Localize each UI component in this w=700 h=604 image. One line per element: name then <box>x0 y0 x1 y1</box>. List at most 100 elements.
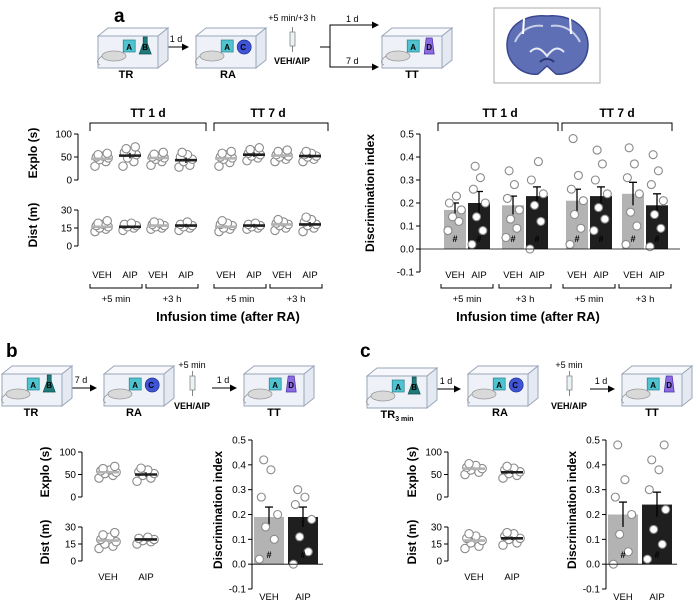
di-a-veh-point <box>505 214 516 224</box>
cage-tt-b-top <box>242 365 316 375</box>
tr-box-label-b: TR <box>24 407 39 419</box>
cage-tr-a-top <box>96 27 170 37</box>
cage-tt-a-top <box>380 27 454 37</box>
explo-axis-b-tick-label: 100 <box>59 448 76 459</box>
x-group-aip: AIP <box>504 572 519 583</box>
cage-tr-c-object-b <box>407 376 421 395</box>
cage-ra-a-object-a <box>220 39 234 53</box>
tt-box-label-b: TT <box>267 407 281 419</box>
x-group-veh: VEH <box>464 572 484 583</box>
x-group-veh: VEH <box>567 270 587 281</box>
explo-a-veh-point <box>102 148 113 159</box>
di-axis-title-a: Discrimination index <box>363 134 377 252</box>
di-a-veh-point <box>634 189 644 199</box>
di-c-veh-point <box>627 509 637 520</box>
cage-ra-a-object-c <box>236 39 252 55</box>
delay-1-label: 1 d <box>170 34 183 44</box>
cage-tt-a-mouse <box>385 50 411 62</box>
cage-tt-b-object-letter: A <box>272 381 278 390</box>
explo-a-veh-point <box>226 146 237 157</box>
cage-tt-a-object-letter: A <box>410 43 416 52</box>
delay-long-label: 7 d <box>346 56 359 66</box>
cage-tr-b-object-a <box>26 377 40 391</box>
cage-ra-a-mouse-tail <box>195 55 201 66</box>
cage-tr-a-object-letter: B <box>142 43 148 52</box>
di-a-aip-point <box>480 198 490 208</box>
tr-box-label: TR <box>119 69 134 81</box>
left-group-1-title: TT 1 d <box>130 106 165 120</box>
panel-a-label: a <box>114 6 125 27</box>
di-a-veh-bar <box>622 193 644 249</box>
di-axis-b-tick-label: 0.4 <box>232 460 246 471</box>
cage-tr-c-side <box>426 366 438 410</box>
x-group-veh: VEH <box>92 270 112 281</box>
x-group-aip: AIP <box>593 270 608 281</box>
di-axis-a-tick-label: 0.4 <box>400 153 414 164</box>
x-group-aip: AIP <box>529 270 544 281</box>
cage-tt-c-object-d <box>663 375 675 393</box>
di-axis-a-tick-label: -0.1 <box>397 268 415 279</box>
cage-tr-b-top <box>0 365 74 375</box>
cage-tt-b-object-letter: D <box>288 381 294 390</box>
di-axis-a-tick-label: 0.5 <box>400 130 414 141</box>
infusion-drug-c: VEH/AIP <box>551 401 587 411</box>
di-a-veh-point <box>444 198 454 208</box>
explo-axis-title-b: Explo (s) <box>38 447 52 498</box>
x-group-aip: AIP <box>649 592 664 603</box>
cage-tr-a-object-b <box>138 36 152 55</box>
cage-tr-a-mouse-tail <box>97 55 103 66</box>
di-c-aip-point <box>661 504 671 515</box>
dist-a-veh-point <box>102 216 113 226</box>
cage-ra-c-side <box>527 364 539 408</box>
significance-hash: # <box>654 550 659 560</box>
delay-b2-label: 1 d <box>217 375 230 385</box>
timing-label: +5 min <box>226 294 255 305</box>
significance-hash: # <box>266 550 271 560</box>
cage-tr-c-top <box>365 367 439 377</box>
explo-axis-b-tick-label: 0 <box>70 493 76 504</box>
di-axis-b-tick-label: 0.1 <box>232 535 246 546</box>
x-group-veh: VEH <box>613 592 633 603</box>
cage-tt-a-object-d <box>423 37 435 55</box>
timing-label: +3 h <box>163 294 182 305</box>
dist-axis-c-tick-label: 15 <box>431 540 443 551</box>
x-group-aip: AIP <box>295 592 310 603</box>
explo-axis-a-tick-label: 100 <box>55 130 72 141</box>
cage-tr-b-mouse <box>5 388 31 400</box>
significance-hash: # <box>476 234 481 244</box>
di-axis-c-tick-label: -0.1 <box>583 585 601 596</box>
syringe-b <box>189 371 196 396</box>
di-axis-a-tick-label: 0.2 <box>400 199 414 210</box>
tt-box-label-c: TT <box>645 407 659 419</box>
dist-axis-b-tick-label: 15 <box>65 540 77 551</box>
cage-ra-a-object-letter: C <box>240 43 246 52</box>
significance-hash: # <box>534 234 539 244</box>
di-c-aip-point <box>654 465 664 475</box>
di-a-aip-point <box>590 175 600 185</box>
di-b-veh-point <box>254 554 264 564</box>
di-a-veh-point <box>576 223 586 233</box>
protocol-a: TR RA TT 1 d +5 min/+3 h VEH/AIP 1 d 7 d <box>119 13 419 81</box>
cage-tt-c-object-a <box>646 377 660 391</box>
di-c-veh-point <box>615 529 625 539</box>
cage-tt-c-top <box>620 365 694 375</box>
di-axis-a-tick-label: 0.1 <box>400 222 414 233</box>
di-a-veh-point <box>624 143 634 153</box>
infusion-time-b: +5 min <box>178 360 205 370</box>
dist-c-aip-point <box>498 540 508 550</box>
di-a-veh-point <box>501 232 511 243</box>
di-axis-b-tick-label: -0.1 <box>229 585 247 596</box>
dist-c-veh-point <box>464 529 474 539</box>
di-c-veh-point <box>620 475 630 485</box>
di-axis-a-tick-label: 0.3 <box>400 176 414 187</box>
panel-bc-labels: Explo (s) Dist (m) Discrimination index … <box>38 447 579 569</box>
arrow-short-delay <box>320 21 379 48</box>
cage-tr-a-mouse <box>101 50 127 62</box>
x-group-veh: VEH <box>148 270 168 281</box>
explo-a-veh-point <box>90 161 100 171</box>
di-a-aip-point <box>602 189 612 199</box>
